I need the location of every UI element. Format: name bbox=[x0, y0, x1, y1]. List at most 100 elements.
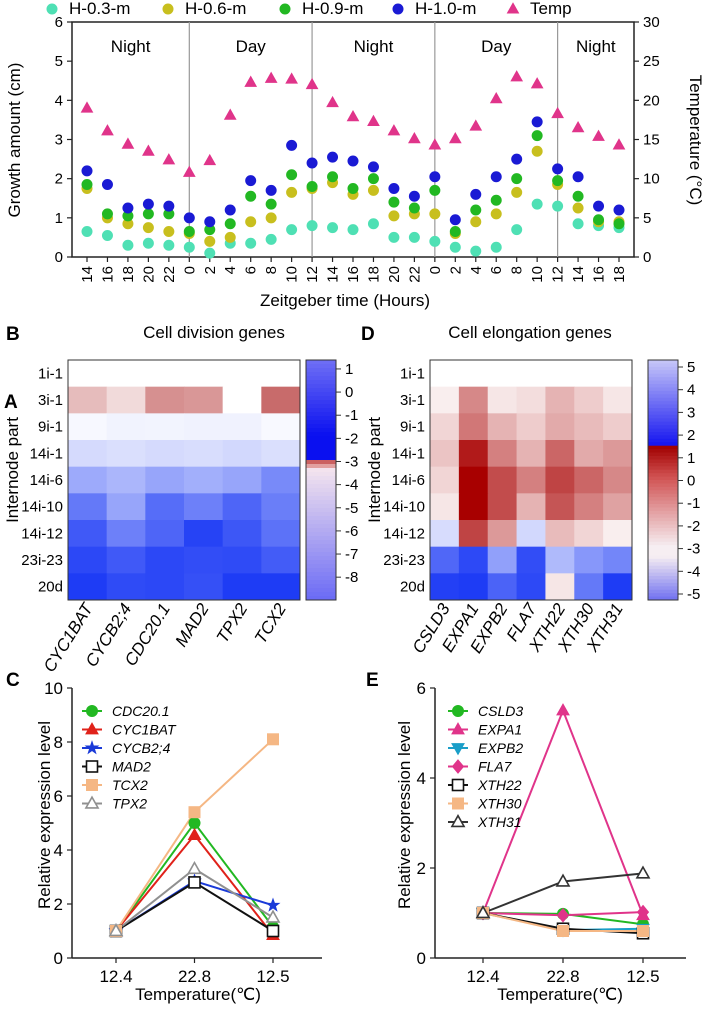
legend-marker-expb2 bbox=[451, 743, 465, 756]
colorbar-segment bbox=[648, 596, 678, 601]
point-h-0-9-m bbox=[81, 179, 93, 191]
point-tpx2 bbox=[187, 860, 202, 875]
point-h-0-9-m bbox=[572, 190, 584, 202]
colorbar-segment bbox=[648, 507, 678, 512]
point-h-1-0-m bbox=[593, 200, 605, 212]
cell-20d-xth30 bbox=[574, 573, 604, 601]
cell-23i-23-xth30 bbox=[574, 546, 604, 574]
point-h-1-0-m bbox=[470, 188, 482, 200]
panel-a-frame bbox=[71, 21, 635, 258]
point-h-0-3-m bbox=[142, 237, 154, 249]
colorbar-segment bbox=[648, 390, 678, 395]
x-tick-label: 22 bbox=[406, 266, 423, 283]
point-tpx2 bbox=[108, 923, 124, 937]
point-mad2 bbox=[188, 876, 201, 889]
colorbar-segment bbox=[648, 500, 678, 505]
point-h-0-3-m bbox=[163, 239, 175, 251]
x-tick-label: 12 bbox=[550, 266, 567, 283]
colorbar-segment bbox=[648, 514, 678, 519]
y-tick-label: 2 bbox=[55, 171, 63, 188]
cell-3i-1-xth22 bbox=[545, 386, 575, 414]
point-temp bbox=[530, 77, 544, 89]
point-h-0-6-m bbox=[142, 222, 154, 234]
point-h-0-6-m bbox=[511, 186, 523, 198]
row-label: 9i-1 bbox=[38, 419, 63, 436]
colorbar-segment bbox=[306, 592, 336, 597]
colorbar-segment bbox=[648, 589, 678, 594]
x-tick-label: 16 bbox=[345, 266, 362, 283]
point-mad2 bbox=[266, 924, 280, 938]
point-h-1-0-m bbox=[511, 153, 523, 165]
legend-marker-h-0-6-m bbox=[162, 3, 174, 15]
legend-marker-fla7 bbox=[451, 759, 465, 774]
point-temp bbox=[121, 137, 135, 149]
point-h-1-0-m bbox=[572, 171, 584, 183]
cell-9i-1-expb2 bbox=[487, 413, 518, 441]
legend-marker-temp bbox=[506, 2, 520, 14]
colorbar-segment bbox=[648, 370, 678, 375]
cell-3i-1-xth31 bbox=[603, 386, 633, 414]
colorbar-segment bbox=[648, 411, 678, 416]
colorbar-tick-label: -4 bbox=[345, 477, 358, 494]
point-h-0-3-m bbox=[388, 231, 400, 243]
colorbar-segment bbox=[648, 401, 678, 406]
y-tick-label: 8 bbox=[54, 733, 63, 752]
legend-label-cdc20-1: CDC20.1 bbox=[112, 703, 170, 719]
x-tick-label: 14 bbox=[570, 266, 587, 283]
point-h-1-0-m bbox=[224, 204, 236, 216]
colorbar-tick-label: -7 bbox=[345, 546, 358, 563]
x-tick-label: 4 bbox=[468, 266, 485, 274]
point-h-0-3-m bbox=[204, 247, 216, 259]
colorbar-segment bbox=[306, 460, 336, 465]
colorbar-segment bbox=[306, 572, 336, 577]
point-h-0-9-m bbox=[265, 198, 277, 210]
colorbar-tick-label: -3 bbox=[345, 453, 358, 470]
cell-14i-10-fla7 bbox=[516, 493, 546, 521]
colorbar-segment bbox=[306, 368, 336, 373]
row-label: 20d bbox=[400, 579, 425, 596]
y-tick-label: 4 bbox=[417, 769, 426, 788]
point-temp bbox=[305, 77, 319, 90]
cell-14i-10-xth30 bbox=[574, 493, 604, 521]
x-tick-label: 16 bbox=[99, 266, 116, 283]
point-h-0-3-m bbox=[81, 226, 93, 238]
y2-tick-label: 25 bbox=[643, 53, 660, 70]
colorbar-segment bbox=[648, 517, 678, 522]
cell-14i-6-mad2 bbox=[184, 466, 224, 494]
colorbar-segment bbox=[306, 560, 336, 565]
cell-23i-23-xth22 bbox=[545, 546, 575, 574]
colorbar-segment bbox=[306, 436, 336, 441]
cell-20d-fla7 bbox=[516, 573, 546, 601]
point-cyc1bat bbox=[187, 827, 202, 841]
point-xth31 bbox=[475, 905, 491, 919]
point-temp bbox=[510, 70, 524, 82]
colorbar-segment bbox=[648, 545, 678, 550]
colorbar-segment bbox=[306, 564, 336, 569]
colorbar-segment bbox=[306, 372, 336, 377]
row-label: 9i-1 bbox=[400, 419, 425, 436]
cell-9i-1-xth30 bbox=[574, 413, 604, 441]
point-h-0-6-m bbox=[367, 184, 379, 196]
heatmap-frame bbox=[67, 359, 301, 601]
colorbar-segment bbox=[306, 452, 336, 457]
point-temp bbox=[182, 165, 196, 177]
colorbar-segment bbox=[648, 452, 678, 457]
row-label: 20d bbox=[38, 579, 63, 596]
point-h-0-3-m bbox=[245, 237, 257, 249]
y-tick-label: 4 bbox=[54, 841, 63, 860]
colorbar-segment bbox=[648, 565, 678, 570]
cell-1i-1-expb2 bbox=[487, 360, 518, 388]
point-temp bbox=[162, 153, 176, 165]
colorbar-tick-label: 1 bbox=[687, 450, 695, 467]
cell-14i-12-mad2 bbox=[184, 520, 224, 548]
point-xth31 bbox=[635, 865, 651, 879]
x-tick-label: 18 bbox=[120, 266, 137, 283]
colorbar-segment bbox=[306, 404, 336, 409]
point-xth31 bbox=[555, 873, 571, 887]
row-label: 14i-12 bbox=[383, 525, 425, 542]
legend-marker-h-0-3-m bbox=[46, 3, 58, 15]
colorbar-segment bbox=[306, 468, 336, 473]
point-temp bbox=[571, 120, 585, 133]
cell-9i-1-mad2 bbox=[184, 413, 224, 441]
colorbar-segment bbox=[648, 473, 678, 478]
